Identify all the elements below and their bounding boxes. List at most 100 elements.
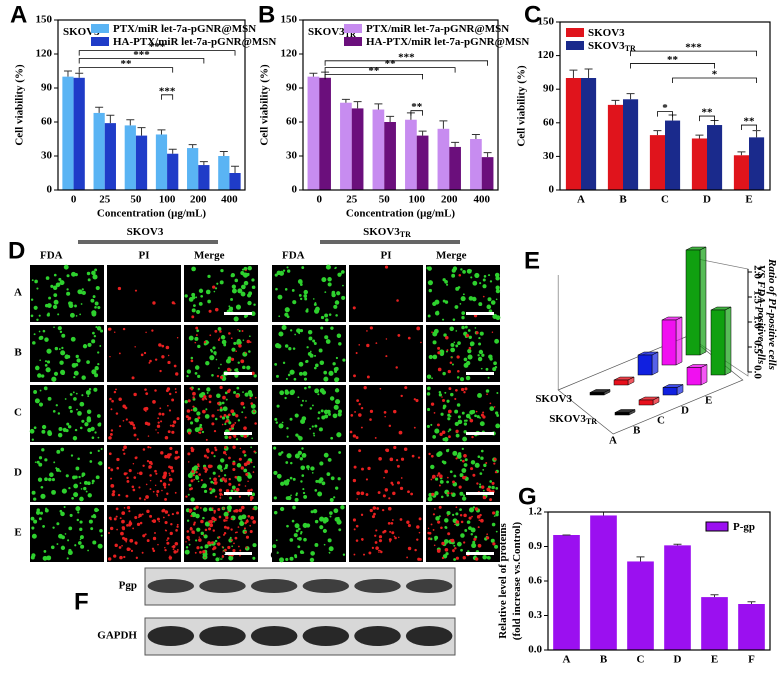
cell-dot [441, 396, 443, 398]
cell-dot [169, 446, 173, 451]
cell-dot [160, 451, 164, 455]
cell-dot [236, 463, 242, 468]
cell-dot [121, 519, 125, 524]
row-label: SKOV3 [535, 393, 572, 405]
x-tick-label: D [703, 194, 711, 206]
cell-dot [36, 318, 39, 321]
cell-dot [286, 453, 292, 459]
cell-dot [32, 341, 36, 345]
cell-dot [190, 421, 194, 425]
cell-dot [300, 404, 303, 407]
cell-dot [194, 371, 198, 375]
cell-dot [313, 342, 317, 345]
cell-dot [254, 422, 257, 425]
cell-dot [58, 277, 62, 281]
cell-dot [479, 485, 482, 489]
cell-dot [495, 285, 500, 290]
cell-dot [166, 539, 168, 541]
row-label: D [14, 467, 22, 479]
cell-dot [432, 435, 437, 439]
cell-dot [305, 309, 309, 313]
y-tick-label: 60 [41, 116, 53, 128]
cell-dot [276, 473, 282, 479]
cell-dot [185, 546, 189, 549]
cell-dot [209, 477, 212, 480]
cell-dot [33, 426, 37, 430]
error-bar [231, 165, 240, 173]
cell-dot [64, 533, 67, 535]
cell-dot [250, 403, 256, 409]
cell-dot [115, 412, 119, 415]
cell-dot [377, 491, 381, 495]
cell-dot [278, 452, 282, 456]
cell-dot [69, 409, 73, 413]
cell-dot [447, 448, 450, 451]
cell-dot [169, 453, 172, 456]
cell-dot [138, 486, 141, 489]
cell-dot [219, 408, 223, 412]
cell-dot [155, 472, 158, 475]
x-tick-label: 200 [190, 194, 207, 206]
cell-dot [455, 286, 460, 291]
cell-dot [50, 284, 54, 288]
cell-dot [289, 538, 294, 542]
cell-dot [51, 478, 55, 482]
cell-dot [446, 510, 451, 516]
cell-dot [234, 278, 239, 283]
cell-dot [309, 350, 312, 353]
cell-dot [374, 534, 377, 537]
cell-dot [47, 312, 50, 315]
cell-dot [176, 417, 180, 421]
cell-dot [444, 300, 449, 304]
cell-dot [250, 461, 253, 464]
cell-dot [250, 402, 254, 405]
cell-dot [294, 497, 299, 502]
cell-dot [336, 432, 342, 438]
cell-dot [431, 475, 435, 479]
cell-dot [328, 370, 334, 376]
cell-dot [68, 405, 72, 410]
cell-dot [230, 337, 233, 340]
cell-dot [414, 548, 417, 552]
cell-dot [234, 536, 238, 540]
cell-dot [454, 523, 456, 526]
cell-dot [385, 338, 388, 340]
cell-dot [231, 545, 234, 548]
cell-dot [228, 305, 231, 308]
x-tick-label: D [674, 654, 682, 666]
cell-dot [471, 515, 473, 518]
x-tick-label: E [711, 654, 718, 666]
cell-dot [301, 447, 304, 450]
cell-dot [79, 527, 83, 531]
cell-dot [444, 391, 447, 394]
cell-dot [384, 488, 389, 492]
cell-dot [92, 295, 96, 299]
cell-dot [320, 315, 325, 320]
cell-dot [194, 336, 199, 341]
cell-dot [227, 356, 232, 361]
significance-bracket [699, 115, 715, 122]
cell-dot [447, 532, 451, 536]
cell-dot [462, 270, 466, 274]
cell-dot [209, 491, 213, 495]
cell-dot [206, 391, 209, 394]
error-bar [168, 148, 177, 154]
error-bar [219, 150, 228, 156]
cell-dot [97, 351, 100, 354]
cell-dot [86, 481, 91, 486]
cell-dot [277, 294, 283, 300]
x-tick-label: 100 [409, 194, 426, 206]
cell-dot [285, 377, 288, 380]
cell-dot [294, 333, 297, 336]
bar [638, 399, 654, 406]
cell-dot [214, 446, 217, 449]
cell-dot [92, 514, 97, 519]
cell-dot [284, 389, 289, 393]
cell-dot [440, 412, 444, 416]
cell-dot [247, 293, 252, 298]
cell-dot [366, 375, 370, 379]
cell-dot [228, 427, 232, 431]
cell-dot [234, 531, 237, 534]
cell-dot [237, 329, 239, 331]
cell-dot [227, 413, 231, 417]
